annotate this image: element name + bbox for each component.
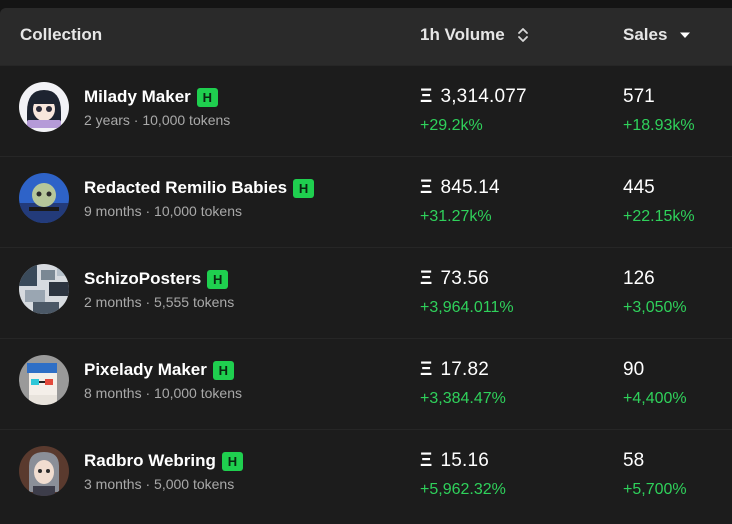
volume-value: Ξ 15.16: [420, 450, 489, 472]
collection-name[interactable]: Radbro Webring: [84, 451, 216, 470]
eth-icon: Ξ: [420, 86, 433, 107]
column-header-collection[interactable]: Collection: [20, 25, 102, 45]
avatar-schizoposters[interactable]: [19, 264, 69, 314]
table-header: Collection 1h Volume Sales: [0, 8, 732, 65]
column-header-volume-label: 1h Volume: [420, 25, 505, 44]
volume-amount: 845.14: [440, 177, 500, 198]
eth-icon: Ξ: [420, 450, 433, 471]
collection-meta: 3 months · 5,000 tokens: [84, 476, 235, 492]
collection-meta: 2 years · 10,000 tokens: [84, 112, 231, 128]
collection-meta: 9 months · 10,000 tokens: [84, 203, 242, 219]
holder-badge: H: [212, 360, 234, 380]
volume-value: Ξ 3,314.077: [420, 86, 527, 108]
sales-change: +18.93k%: [623, 117, 695, 134]
collection-name-line: Radbro Webring H: [84, 451, 243, 471]
sales-value: 571: [623, 86, 655, 107]
volume-change: +29.2k%: [420, 117, 483, 134]
volume-amount: 15.16: [440, 450, 489, 471]
column-header-volume[interactable]: 1h Volume: [420, 25, 529, 45]
volume-value: Ξ 17.82: [420, 359, 489, 381]
table-row[interactable]: Redacted Remilio Babies H 9 months · 10,…: [0, 156, 732, 247]
avatar-redacted-remilio-babies[interactable]: [19, 173, 69, 223]
holder-badge: H: [196, 87, 218, 107]
sales-value: 445: [623, 177, 655, 198]
volume-change: +31.27k%: [420, 208, 492, 225]
collection-name-line: Milady Maker H: [84, 87, 218, 107]
volume-change: +3,964.011%: [420, 299, 514, 316]
column-header-collection-label: Collection: [20, 25, 103, 44]
collection-name-line: Redacted Remilio Babies H: [84, 178, 315, 198]
column-header-sales-label: Sales: [623, 25, 668, 44]
sales-change: +3,050%: [623, 299, 687, 316]
collection-name-line: SchizoPosters H: [84, 269, 229, 289]
sales-change: +4,400%: [623, 390, 687, 407]
caret-down-icon[interactable]: [679, 31, 691, 39]
sales-change: +22.15k%: [623, 208, 695, 225]
volume-amount: 17.82: [440, 359, 489, 380]
sales-value: 126: [623, 268, 655, 289]
sort-updown-icon[interactable]: [517, 27, 529, 43]
column-header-sales[interactable]: Sales: [623, 25, 691, 45]
collection-meta: 2 months · 5,555 tokens: [84, 294, 235, 310]
collection-meta: 8 months · 10,000 tokens: [84, 385, 242, 401]
collection-name[interactable]: Milady Maker: [84, 87, 191, 106]
sales-value: 90: [623, 359, 645, 380]
collections-table: Collection 1h Volume Sales: [0, 8, 732, 524]
collection-name[interactable]: Pixelady Maker: [84, 360, 207, 379]
sales-change: +5,700%: [623, 481, 687, 498]
holder-badge: H: [207, 269, 229, 289]
table-row[interactable]: Milady Maker H 2 years · 10,000 tokens Ξ…: [0, 65, 732, 156]
holder-badge: H: [293, 178, 315, 198]
collection-name[interactable]: Redacted Remilio Babies: [84, 178, 288, 197]
volume-amount: 73.56: [440, 268, 489, 289]
table-row[interactable]: Radbro Webring H 3 months · 5,000 tokens…: [0, 429, 732, 520]
eth-icon: Ξ: [420, 268, 433, 289]
eth-icon: Ξ: [420, 177, 433, 198]
volume-change: +3,384.47%: [420, 390, 506, 407]
eth-icon: Ξ: [420, 359, 433, 380]
holder-badge: H: [221, 451, 243, 471]
avatar-radbro-webring[interactable]: [19, 446, 69, 496]
volume-amount: 3,314.077: [440, 86, 527, 107]
avatar-milady-maker[interactable]: [19, 82, 69, 132]
avatar-pixelady-maker[interactable]: [19, 355, 69, 405]
volume-value: Ξ 845.14: [420, 177, 500, 199]
table-row[interactable]: Pixelady Maker H 8 months · 10,000 token…: [0, 338, 732, 429]
collection-name[interactable]: SchizoPosters: [84, 269, 202, 288]
sales-value: 58: [623, 450, 645, 471]
collection-name-line: Pixelady Maker H: [84, 360, 234, 380]
volume-change: +5,962.32%: [420, 481, 506, 498]
volume-value: Ξ 73.56: [420, 268, 489, 290]
table-row[interactable]: SchizoPosters H 2 months · 5,555 tokens …: [0, 247, 732, 338]
